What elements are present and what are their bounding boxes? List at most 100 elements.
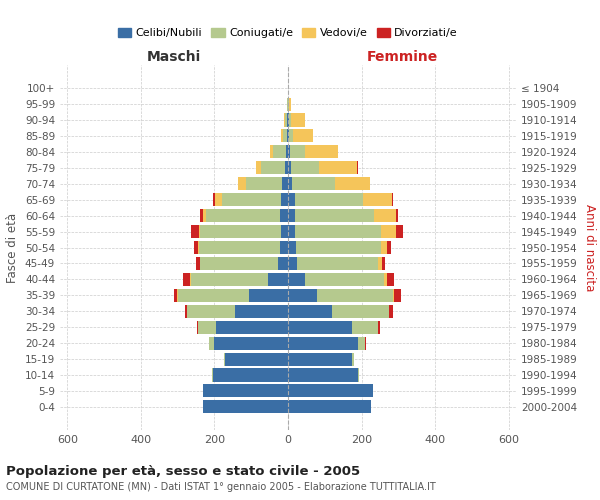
- Bar: [362, 193, 392, 206]
- Bar: [288, 114, 289, 126]
- Bar: [352, 320, 378, 334]
- Bar: [183, 273, 190, 286]
- Bar: [269, 146, 273, 158]
- Bar: [283, 177, 288, 190]
- Bar: [288, 336, 358, 349]
- Bar: [297, 257, 378, 270]
- Bar: [335, 177, 370, 190]
- Bar: [396, 225, 403, 238]
- Bar: [173, 289, 178, 302]
- Bar: [332, 304, 389, 318]
- Bar: [288, 130, 289, 142]
- Text: Maschi: Maschi: [147, 50, 201, 64]
- Bar: [214, 193, 215, 206]
- Bar: [387, 241, 391, 254]
- Bar: [280, 209, 288, 222]
- Bar: [196, 257, 200, 270]
- Bar: [200, 257, 278, 270]
- Bar: [358, 368, 359, 382]
- Bar: [379, 320, 380, 334]
- Bar: [380, 241, 387, 254]
- Bar: [238, 177, 246, 190]
- Bar: [289, 98, 291, 110]
- Bar: [200, 225, 281, 238]
- Bar: [288, 177, 292, 190]
- Bar: [288, 400, 371, 413]
- Bar: [215, 193, 222, 206]
- Bar: [287, 130, 288, 142]
- Bar: [397, 209, 398, 222]
- Bar: [292, 177, 335, 190]
- Bar: [288, 368, 358, 382]
- Bar: [281, 225, 288, 238]
- Bar: [288, 289, 317, 302]
- Bar: [206, 209, 280, 222]
- Bar: [226, 352, 288, 366]
- Bar: [288, 320, 352, 334]
- Bar: [261, 162, 285, 174]
- Bar: [288, 162, 291, 174]
- Bar: [203, 209, 206, 222]
- Bar: [287, 114, 288, 126]
- Text: COMUNE DI CURTATONE (MN) - Dati ISTAT 1° gennaio 2005 - Elaborazione TUTTITALIA.: COMUNE DI CURTATONE (MN) - Dati ISTAT 1°…: [6, 482, 436, 492]
- Bar: [288, 273, 305, 286]
- Bar: [212, 368, 288, 382]
- Bar: [191, 225, 199, 238]
- Bar: [214, 336, 288, 349]
- Bar: [203, 400, 288, 413]
- Text: Femmine: Femmine: [367, 50, 437, 64]
- Bar: [198, 241, 199, 254]
- Bar: [374, 209, 397, 222]
- Bar: [383, 273, 386, 286]
- Bar: [288, 241, 296, 254]
- Bar: [286, 114, 287, 126]
- Bar: [185, 304, 187, 318]
- Bar: [317, 289, 393, 302]
- Bar: [194, 241, 198, 254]
- Bar: [178, 289, 250, 302]
- Bar: [293, 130, 313, 142]
- Bar: [392, 193, 393, 206]
- Bar: [278, 257, 288, 270]
- Bar: [191, 273, 268, 286]
- Bar: [393, 289, 394, 302]
- Bar: [280, 241, 288, 254]
- Bar: [209, 336, 214, 349]
- Bar: [295, 225, 381, 238]
- Bar: [358, 336, 365, 349]
- Legend: Celibi/Nubili, Coniugati/e, Vedovi/e, Divorziati/e: Celibi/Nubili, Coniugati/e, Vedovi/e, Di…: [113, 23, 463, 43]
- Bar: [288, 257, 297, 270]
- Bar: [284, 114, 286, 126]
- Bar: [289, 114, 290, 126]
- Bar: [286, 146, 288, 158]
- Bar: [281, 193, 288, 206]
- Bar: [235, 304, 288, 318]
- Bar: [289, 130, 293, 142]
- Bar: [389, 304, 393, 318]
- Bar: [305, 146, 338, 158]
- Bar: [352, 352, 354, 366]
- Bar: [250, 289, 288, 302]
- Bar: [386, 273, 394, 286]
- Bar: [288, 209, 295, 222]
- Bar: [295, 193, 362, 206]
- Bar: [222, 193, 281, 206]
- Bar: [199, 241, 280, 254]
- Bar: [295, 209, 374, 222]
- Bar: [394, 289, 401, 302]
- Bar: [283, 130, 287, 142]
- Bar: [197, 320, 198, 334]
- Bar: [285, 162, 288, 174]
- Bar: [378, 257, 382, 270]
- Bar: [216, 320, 288, 334]
- Bar: [288, 384, 373, 398]
- Bar: [273, 146, 286, 158]
- Bar: [281, 130, 283, 142]
- Bar: [381, 225, 396, 238]
- Bar: [268, 273, 288, 286]
- Bar: [203, 384, 288, 398]
- Bar: [288, 146, 290, 158]
- Bar: [187, 304, 235, 318]
- Bar: [319, 162, 357, 174]
- Bar: [288, 193, 295, 206]
